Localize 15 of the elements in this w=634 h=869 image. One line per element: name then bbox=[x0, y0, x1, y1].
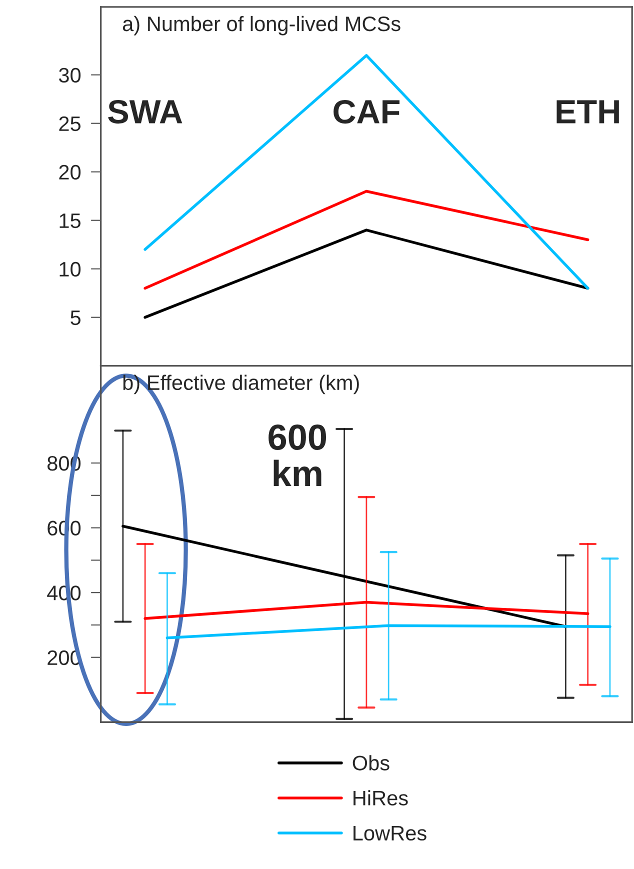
y-tick-label: 15 bbox=[60, 214, 80, 228]
chart-title: b) Effective diameter (km) bbox=[123, 374, 359, 394]
annotation: CAF bbox=[334, 100, 400, 124]
legend-label: Obs bbox=[352, 755, 390, 770]
legend-label: HiRes bbox=[354, 790, 408, 806]
y-tick-label: 25 bbox=[59, 116, 80, 132]
y-tick-label: 20 bbox=[59, 164, 81, 180]
y-tick-label: 5 bbox=[70, 310, 80, 326]
annotation: 600 km bbox=[268, 424, 326, 486]
y-tick-label: 30 bbox=[58, 68, 81, 83]
annotation: ETH bbox=[556, 100, 619, 124]
chart-title: a) Number of long-lived MCSs bbox=[122, 16, 400, 36]
annotation: SWA bbox=[108, 100, 182, 124]
y-tick-label: 10 bbox=[60, 262, 81, 277]
legend-label: LowRes bbox=[354, 826, 426, 841]
